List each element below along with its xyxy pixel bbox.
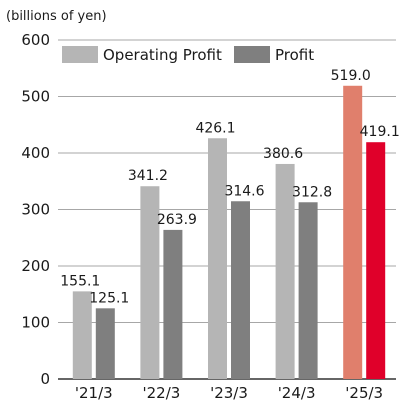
legend: Operating Profit Profit bbox=[62, 46, 314, 64]
bar-profit-0 bbox=[95, 308, 115, 379]
bar-operating-profit-2 bbox=[208, 138, 227, 379]
y-tick-label-600: 600 bbox=[21, 31, 50, 49]
data-label-profit-0: 125.1 bbox=[89, 290, 129, 306]
data-label-operating-profit-1: 341.2 bbox=[128, 168, 168, 184]
data-label-profit-3: 312.8 bbox=[292, 184, 332, 200]
data-label-operating-profit-4: 519.0 bbox=[331, 68, 371, 84]
bar-operating-profit-0 bbox=[72, 291, 92, 379]
data-label-profit-1: 263.9 bbox=[157, 212, 197, 228]
bar-operating-profit-1 bbox=[140, 186, 160, 379]
bar-profit-1 bbox=[163, 229, 183, 379]
data-label-operating-profit-2: 426.1 bbox=[195, 120, 235, 136]
bar-operating-profit-4 bbox=[343, 85, 363, 379]
x-tick-label-0: '21/3 bbox=[75, 384, 113, 400]
bar-profit-3 bbox=[298, 202, 318, 379]
x-tick-label-3: '24/3 bbox=[278, 384, 316, 400]
y-tick-label-400: 400 bbox=[21, 144, 50, 162]
y-tick-label-100: 100 bbox=[21, 314, 50, 332]
bar-profit-4 bbox=[366, 142, 386, 379]
y-tick-label-0: 0 bbox=[40, 370, 50, 388]
legend-label-profit: Profit bbox=[275, 46, 314, 64]
unit-label: (billions of yen) bbox=[6, 9, 107, 24]
x-tick-label-2: '23/3 bbox=[210, 384, 248, 400]
legend-label-operating-profit: Operating Profit bbox=[103, 46, 222, 64]
y-tick-label-300: 300 bbox=[21, 201, 50, 219]
data-label-profit-2: 314.6 bbox=[224, 183, 264, 199]
y-tick-label-200: 200 bbox=[21, 257, 50, 275]
bars bbox=[72, 85, 386, 379]
legend-swatch-operating-profit bbox=[62, 46, 98, 63]
y-tick-label-500: 500 bbox=[21, 88, 50, 106]
legend-swatch-profit bbox=[234, 46, 270, 63]
x-tick-label-4: '25/3 bbox=[345, 384, 383, 400]
x-axis-tick-labels: '21/3 '22/3 '23/3 '24/3 '25/3 bbox=[75, 384, 383, 400]
x-tick-label-1: '22/3 bbox=[142, 384, 180, 400]
data-label-profit-4: 419.1 bbox=[360, 124, 400, 140]
data-label-operating-profit-3: 380.6 bbox=[263, 146, 303, 162]
bar-operating-profit-3 bbox=[275, 163, 295, 379]
bar-profit-2 bbox=[231, 201, 250, 379]
y-axis-tick-labels: 0 100 200 300 400 500 600 bbox=[21, 31, 50, 388]
data-label-operating-profit-0: 155.1 bbox=[60, 273, 100, 289]
